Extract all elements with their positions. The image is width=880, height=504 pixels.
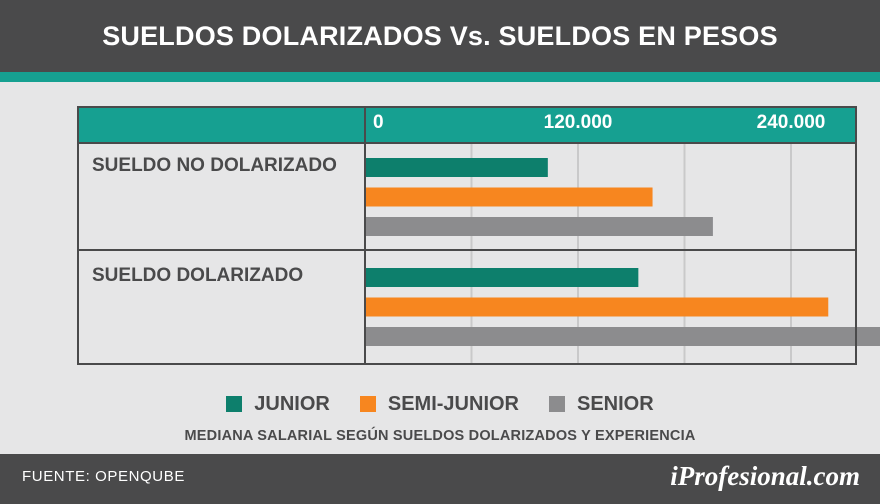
legend-item: JUNIOR <box>226 393 330 416</box>
chart-title: SUELDOS DOLARIZADOS Vs. SUELDOS EN PESOS <box>102 20 778 51</box>
bar-semi-junior <box>365 297 829 317</box>
chart-caption: MEDIANA SALARIAL SEGÚN SUELDOS DOLARIZAD… <box>184 428 696 444</box>
legend-swatch <box>549 396 565 412</box>
footer-bar: FUENTE: OPENQUBE iProfesional.com <box>0 454 880 504</box>
x-tick-label: 120.000 <box>544 112 613 133</box>
legend-label: SENIOR <box>577 392 654 415</box>
table-border <box>77 106 857 365</box>
legend-label: SEMI-JUNIOR <box>387 392 519 415</box>
bar-junior <box>365 268 639 287</box>
legend-swatch <box>359 396 376 412</box>
legend-item: SENIOR <box>549 393 654 416</box>
category-label: SUELDO NO DOLARIZADO <box>92 155 337 176</box>
category-label: SUELDO DOLARIZADO <box>92 265 303 286</box>
x-tick-label: 240.000 <box>757 112 826 133</box>
bar-senior <box>365 327 880 346</box>
axis-header-band <box>78 107 856 143</box>
bar-semi-junior <box>365 187 653 207</box>
legend-label: JUNIOR <box>254 392 330 415</box>
bar-junior <box>365 158 548 177</box>
x-tick-label: 0 <box>373 112 384 133</box>
legend-swatch <box>226 396 243 412</box>
chart-title-bar: SUELDOS DOLARIZADOS Vs. SUELDOS EN PESOS <box>0 0 880 72</box>
chart-legend: JUNIOR SEMI-JUNIOR SENIOR <box>0 390 880 418</box>
legend-item: SEMI-JUNIOR <box>359 392 519 416</box>
brand-logo: iProfesional.com <box>670 461 860 491</box>
source-label: FUENTE: OPENQUBE <box>22 468 185 485</box>
header-accent-stripe <box>0 72 880 82</box>
bar-senior <box>365 217 713 236</box>
